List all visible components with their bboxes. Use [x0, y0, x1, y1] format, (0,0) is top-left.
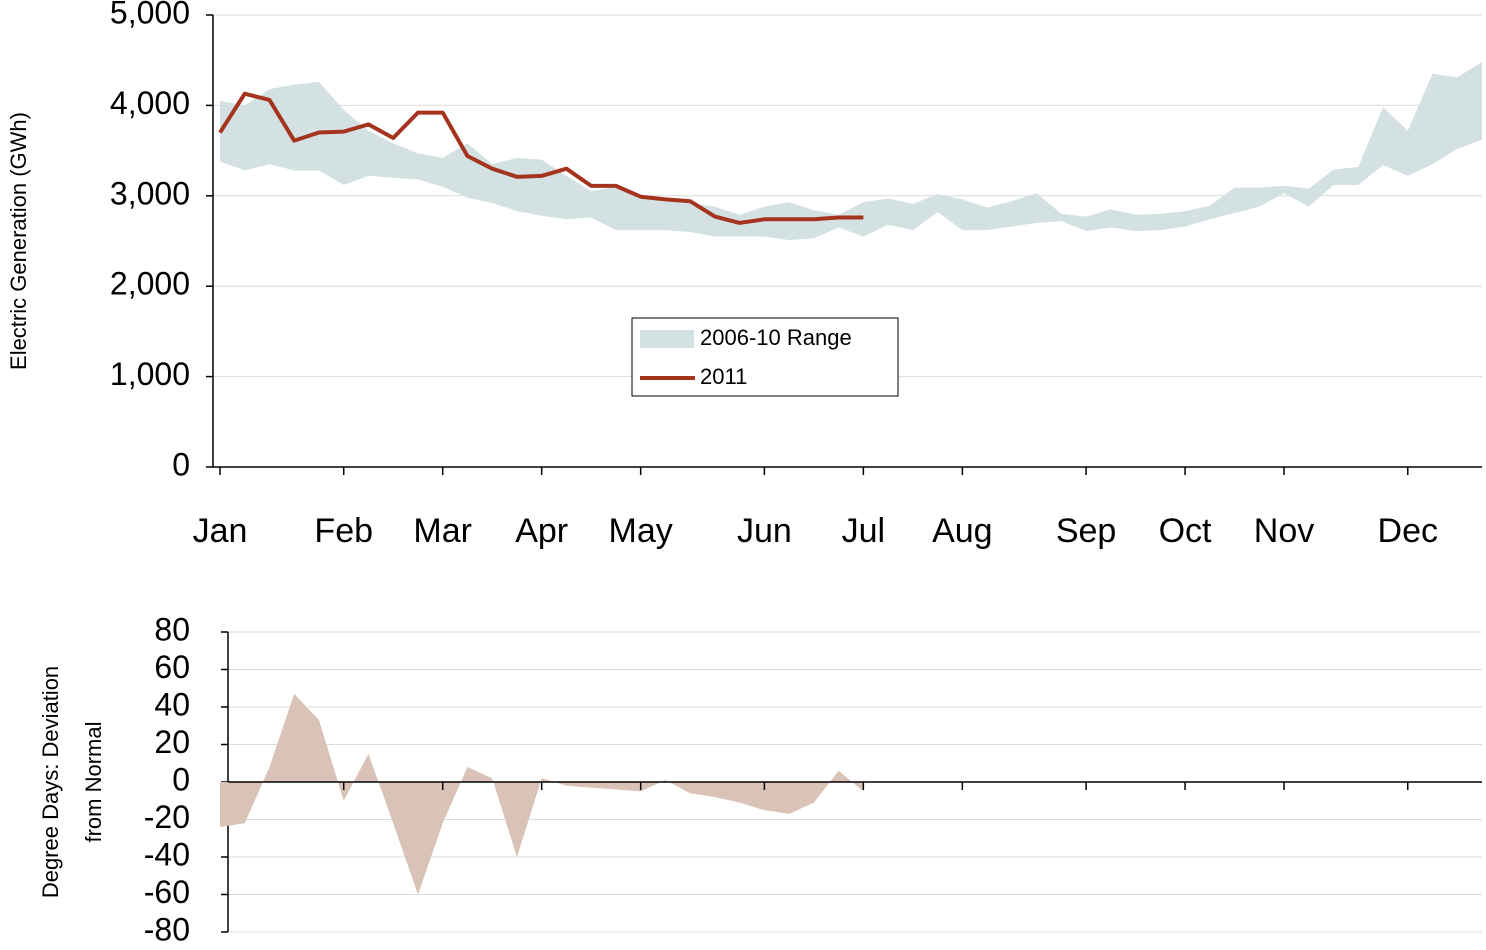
x-tick-label: May	[609, 512, 673, 550]
x-tick-label: Jun	[737, 512, 792, 550]
x-tick-label: Oct	[1159, 512, 1212, 550]
x-tick-label: Sep	[1056, 512, 1117, 550]
y-tick-label: 60	[154, 649, 190, 685]
y-tick-label: 4,000	[110, 85, 190, 121]
y-tick-label: -80	[144, 911, 190, 947]
y-tick-label: -40	[144, 836, 190, 872]
y-tick-label: 40	[154, 686, 190, 722]
x-tick-label: Nov	[1254, 512, 1314, 550]
x-tick-label: Feb	[314, 512, 373, 550]
line	[218, 91, 864, 225]
y-tick-label: 0	[172, 446, 190, 482]
y-tick-label: -60	[144, 874, 190, 910]
x-tick-label: Aug	[932, 512, 993, 550]
x-tick-label: Jul	[842, 512, 885, 550]
x-tick-label: Apr	[515, 512, 568, 550]
y-tick-label: 2,000	[110, 266, 190, 302]
y-axis-label: Electric Generation (GWh)	[6, 112, 31, 370]
legend-swatch	[640, 330, 694, 348]
y-tick-label: 3,000	[110, 175, 190, 211]
range-band	[220, 62, 1482, 241]
y-tick-label: 0	[172, 761, 190, 797]
legend-label: 2006-10 Range	[700, 325, 852, 350]
area	[220, 693, 864, 895]
y-tick-label: 20	[154, 724, 190, 760]
y-tick-label: 1,000	[110, 356, 190, 392]
legend-label: 2011	[700, 364, 747, 389]
y-tick-label: 5,000	[110, 0, 190, 30]
y-tick-label: -20	[144, 799, 190, 835]
y-axis-label: from Normal	[81, 721, 106, 842]
y-tick-label: 80	[154, 611, 190, 647]
x-tick-label: Jan	[193, 512, 248, 550]
x-tick-label: Mar	[413, 512, 472, 550]
x-tick-label: Dec	[1378, 512, 1438, 550]
y-axis-label: Degree Days: Deviation	[38, 666, 63, 898]
